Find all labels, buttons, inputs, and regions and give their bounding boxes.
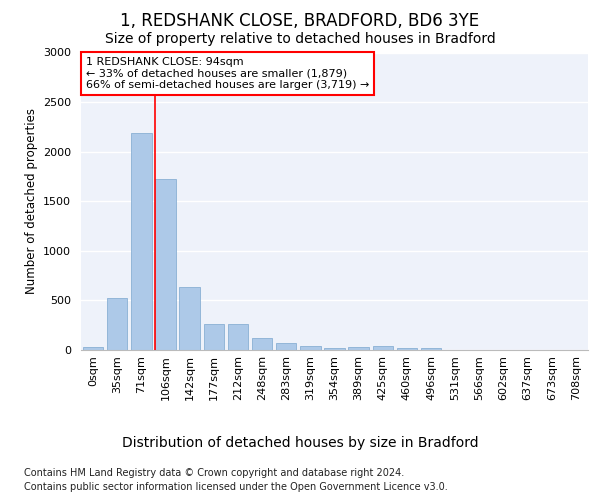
Text: Distribution of detached houses by size in Bradford: Distribution of detached houses by size …: [122, 436, 478, 450]
Bar: [227, 324, 248, 350]
Bar: [107, 298, 127, 350]
Bar: [179, 287, 200, 350]
Text: Size of property relative to detached houses in Bradford: Size of property relative to detached ho…: [104, 32, 496, 46]
Bar: [83, 347, 103, 350]
Bar: [421, 348, 442, 350]
Y-axis label: Number of detached properties: Number of detached properties: [25, 108, 38, 294]
Text: Contains public sector information licensed under the Open Government Licence v3: Contains public sector information licen…: [24, 482, 448, 492]
Text: 1 REDSHANK CLOSE: 94sqm
← 33% of detached houses are smaller (1,879)
66% of semi: 1 REDSHANK CLOSE: 94sqm ← 33% of detache…: [86, 57, 370, 90]
Bar: [203, 324, 224, 350]
Bar: [324, 348, 345, 350]
Bar: [131, 133, 152, 350]
Bar: [397, 348, 417, 350]
Bar: [155, 180, 176, 350]
Text: Contains HM Land Registry data © Crown copyright and database right 2024.: Contains HM Land Registry data © Crown c…: [24, 468, 404, 477]
Bar: [373, 346, 393, 350]
Bar: [300, 346, 320, 350]
Bar: [252, 338, 272, 350]
Bar: [276, 343, 296, 350]
Bar: [349, 347, 369, 350]
Text: 1, REDSHANK CLOSE, BRADFORD, BD6 3YE: 1, REDSHANK CLOSE, BRADFORD, BD6 3YE: [121, 12, 479, 30]
